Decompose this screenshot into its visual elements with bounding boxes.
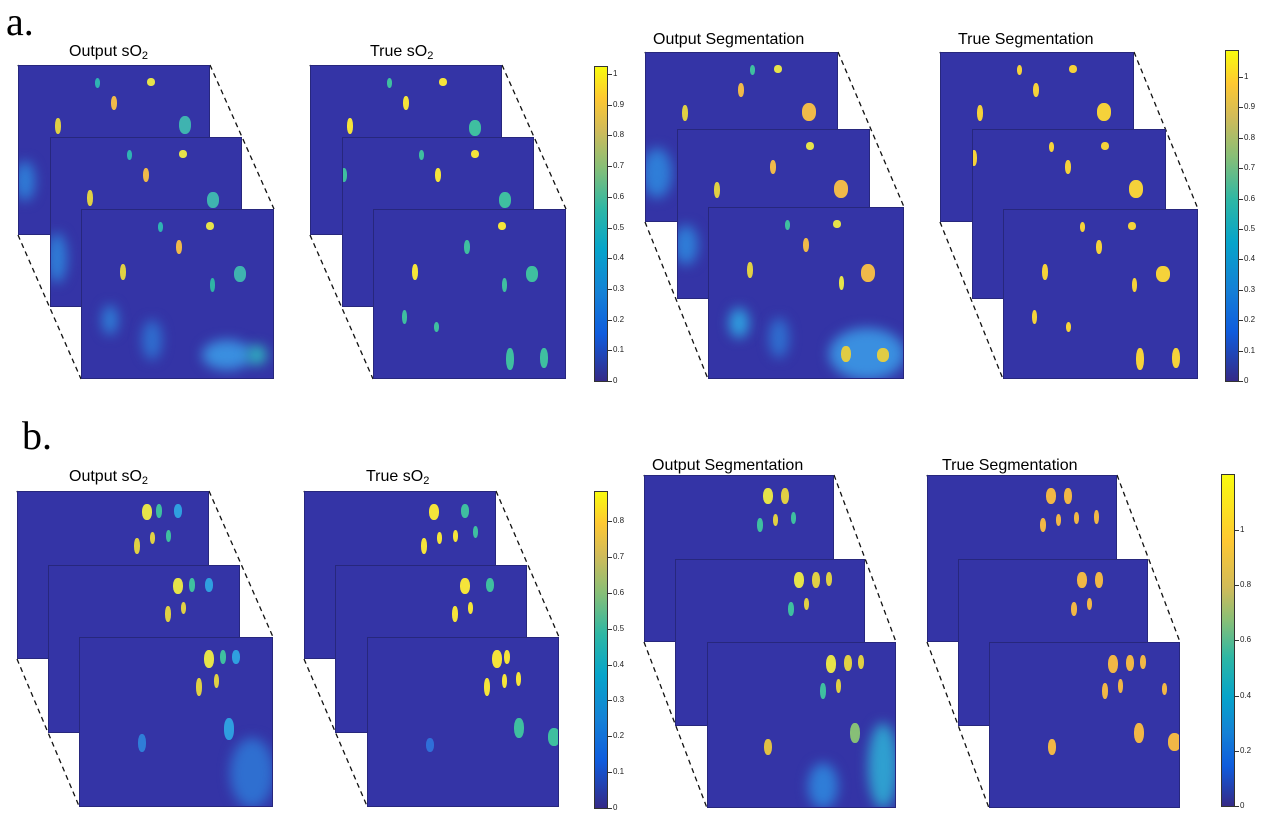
b-seg-colorbar [1221, 474, 1235, 807]
colorbar-tick-label: 0.2 [1234, 745, 1252, 755]
colorbar-tick-label: 0.4 [607, 659, 625, 669]
colorbar-tick-label: 0.8 [607, 130, 625, 140]
colorbar-tick-label: 0.8 [1234, 580, 1252, 590]
colorbar-tick-label: 0.7 [607, 161, 625, 171]
title-b-true-segmentation: True Segmentation [942, 457, 1078, 474]
panel-b-label: b. [22, 413, 52, 458]
colorbar-tick-label: 0.3 [607, 695, 625, 705]
colorbar-tick-label: 0.2 [1238, 315, 1256, 325]
b-output-so2-slice-3 [79, 637, 273, 807]
a-seg-colorbar [1225, 50, 1239, 382]
colorbar-tick-label: 0.6 [607, 587, 625, 597]
b-so2-colorbar [594, 491, 608, 809]
title-a-output-so2: Output sO2 [69, 43, 149, 62]
title-a-true-so2: True sO2 [370, 43, 434, 62]
b-output-seg-slice-3 [707, 642, 896, 808]
colorbar-tick-label: 0.5 [607, 222, 625, 232]
colorbar-tick-label: 0 [607, 803, 618, 812]
colorbar-tick-label: 0.6 [1238, 193, 1256, 203]
colorbar-tick-label: 0.4 [607, 253, 625, 263]
colorbar-tick-label: 0.3 [607, 283, 625, 293]
colorbar-tick-label: 0.4 [1238, 254, 1256, 264]
colorbar-tick-label: 0.4 [1234, 690, 1252, 700]
colorbar-tick-label: 0.1 [1238, 345, 1256, 355]
colorbar-tick-label: 0.2 [607, 314, 625, 324]
title-b-output-segmentation: Output Segmentation [652, 457, 804, 474]
colorbar-tick-label: 0.2 [607, 731, 625, 741]
panel-a-label: a. [6, 0, 34, 44]
colorbar-tick-label: 0 [607, 376, 618, 385]
colorbar-tick-label: 0.5 [1238, 224, 1256, 233]
colorbar-tick-label: 0.9 [1238, 102, 1256, 112]
title-b-output-so2: Output sO2 [69, 468, 149, 487]
title-a-output-segmentation: Output Segmentation [653, 31, 805, 48]
colorbar-tick-label: 0.7 [1238, 163, 1256, 173]
b-true-seg-slice-3 [989, 642, 1180, 808]
colorbar-tick-label: 0.1 [607, 767, 625, 777]
a-output-so2-slice-3 [81, 209, 274, 379]
colorbar-tick-label: 0.9 [607, 99, 625, 109]
colorbar-tick-label: 1 [1234, 525, 1245, 534]
colorbar-tick-label: 0 [1234, 801, 1245, 810]
b-true-so2-slice-3 [367, 637, 559, 807]
colorbar-tick-label: 0.3 [1238, 284, 1256, 294]
a-output-seg-slice-3 [708, 207, 904, 379]
colorbar-tick-label: 0.6 [1234, 635, 1252, 645]
a-true-so2-slice-3 [373, 209, 566, 379]
colorbar-tick-label: 0.1 [607, 345, 625, 355]
colorbar-tick-label: 0.6 [607, 191, 625, 201]
title-b-true-so2: True sO2 [366, 468, 430, 487]
colorbar-tick-label: 0.8 [607, 516, 625, 525]
a-true-seg-slice-3 [1003, 209, 1198, 379]
colorbar-tick-label: 1 [607, 69, 618, 78]
colorbar-tick-label: 0 [1238, 376, 1249, 385]
colorbar-tick-label: 0.7 [607, 551, 625, 561]
colorbar-tick-label: 0.5 [607, 623, 625, 633]
title-a-true-segmentation: True Segmentation [958, 31, 1094, 48]
colorbar-tick-label: 0.8 [1238, 132, 1256, 142]
colorbar-tick-label: 1 [1238, 72, 1249, 81]
a-so2-colorbar [594, 66, 608, 382]
